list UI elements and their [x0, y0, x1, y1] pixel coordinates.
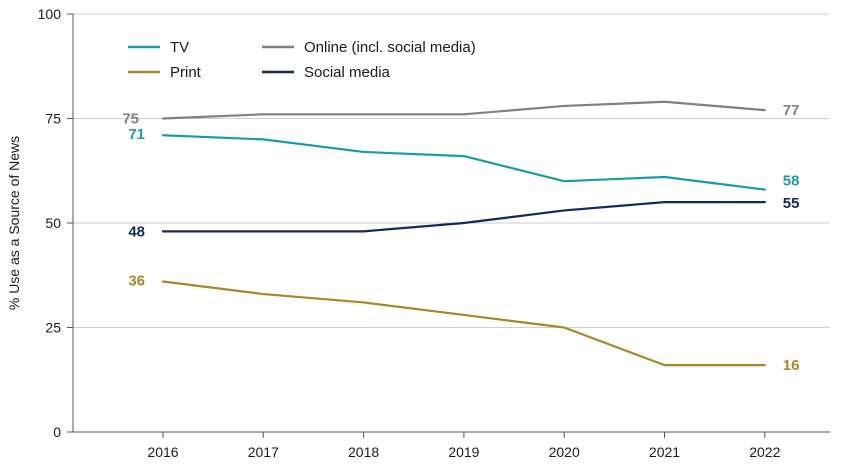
series-line-3 [161, 201, 766, 233]
series-lines [161, 100, 766, 367]
y-tick-label: 50 [45, 215, 61, 231]
series-line-0 [161, 134, 766, 191]
end-value-label: 77 [783, 102, 800, 119]
legend: TV Online (incl. social media) Print Social… [128, 39, 476, 81]
end-value-labels: 71 58 75 77 36 16 48 55 [122, 102, 799, 374]
legend-label: Social media [304, 64, 391, 81]
y-tick-label: 100 [38, 6, 62, 22]
legend-label: Online (incl. social media) [304, 39, 476, 56]
start-value-label: 48 [128, 223, 145, 240]
x-tick-label: 2016 [147, 444, 178, 460]
x-tick-labels: 2016 2017 2018 2019 2020 2021 2022 [147, 432, 781, 460]
y-tick-label: 25 [45, 320, 61, 336]
end-value-label: 16 [783, 357, 800, 374]
x-tick-label: 2022 [749, 444, 780, 460]
start-value-label: 36 [128, 273, 145, 290]
y-tick-labels: 0 25 50 75 100 [38, 6, 73, 440]
end-value-label: 58 [783, 173, 800, 190]
legend-label: Print [170, 64, 202, 81]
start-value-label: 75 [122, 111, 139, 128]
x-tick-label: 2018 [348, 444, 379, 460]
y-tick-label: 75 [45, 111, 61, 127]
start-value-label: 71 [128, 126, 145, 143]
x-tick-label: 2017 [248, 444, 279, 460]
end-value-label: 55 [783, 195, 800, 212]
x-tick-label: 2020 [549, 444, 580, 460]
x-tick-label: 2019 [448, 444, 479, 460]
x-tick-label: 2021 [649, 444, 680, 460]
series-line-2 [161, 280, 766, 367]
y-axis-label: % Use as a Source of News [6, 136, 22, 310]
y-tick-label: 0 [53, 424, 61, 440]
legend-label: TV [170, 39, 189, 56]
series-line-1 [161, 100, 766, 120]
gridlines [73, 13, 830, 328]
